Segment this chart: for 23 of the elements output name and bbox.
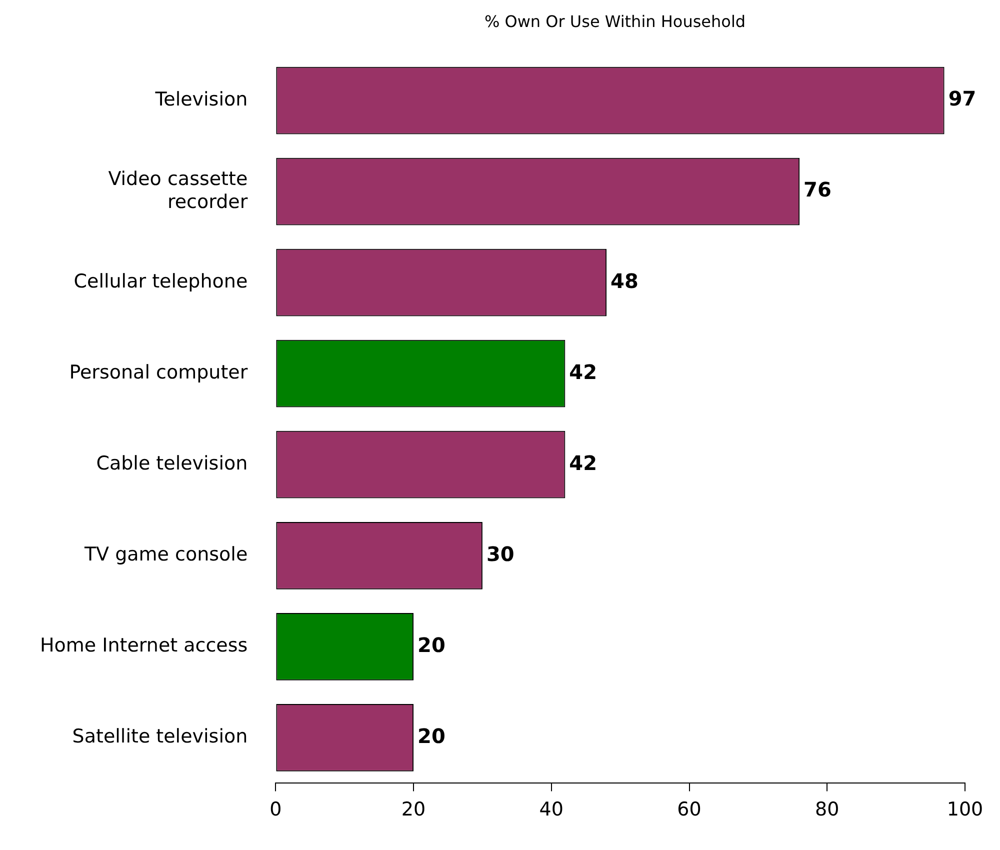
data-label: 20 [418, 724, 446, 748]
x-tick-label: 40 [539, 798, 564, 821]
y-tick-label: Cable television [96, 452, 248, 475]
y-tick-label: Cellular telephone [74, 270, 248, 292]
x-tick-label: 80 [815, 798, 840, 821]
y-tick-label: TV game console [83, 544, 248, 566]
data-label: 30 [486, 542, 514, 566]
data-label: 20 [418, 632, 446, 657]
y-tick-label: Video cassette recorder [108, 168, 248, 213]
y-tick-label: Personal computer [69, 362, 248, 384]
data-label: 42 [569, 450, 598, 475]
x-tick-label: 60 [677, 798, 702, 821]
y-tick-label: Satellite television [72, 726, 248, 748]
x-tick-label: 100 [946, 798, 984, 821]
x-tick-label: 0 [270, 798, 282, 821]
data-label: 48 [610, 268, 638, 293]
data-label: 97 [948, 86, 976, 111]
chart-title: % Own Or Use Within Household [483, 12, 747, 31]
y-tick-label: Home Internet access [40, 634, 248, 657]
y-tick-label: Television [154, 88, 248, 110]
data-label: 76 [804, 178, 832, 202]
data-label: 42 [569, 360, 598, 384]
x-tick-label: 20 [401, 798, 426, 821]
